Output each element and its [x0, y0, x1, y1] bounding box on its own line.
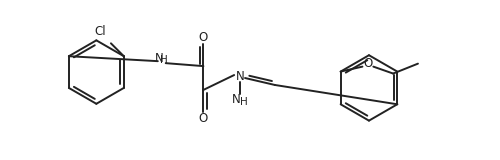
Text: H: H [240, 97, 248, 107]
Text: O: O [199, 31, 208, 44]
Text: N: N [232, 93, 240, 106]
Text: N: N [154, 52, 163, 65]
Text: Cl: Cl [94, 25, 106, 38]
Text: O: O [199, 112, 208, 125]
Text: O: O [364, 57, 373, 70]
Text: N: N [236, 70, 244, 83]
Text: H: H [160, 55, 168, 65]
